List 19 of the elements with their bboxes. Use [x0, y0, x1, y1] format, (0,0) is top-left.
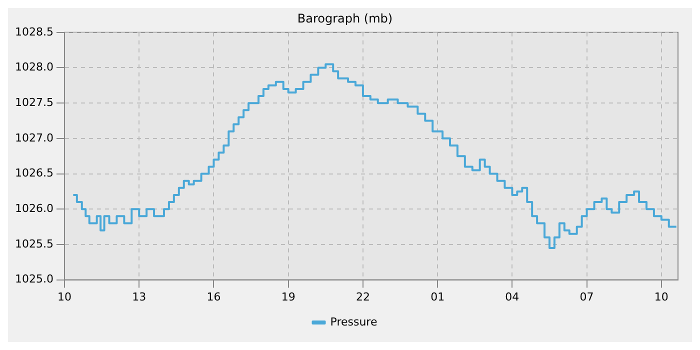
y-tick-label: 1025.0 [14, 272, 54, 286]
y-tick-label: 1028.0 [14, 60, 54, 74]
x-tick-label: 01 [430, 290, 445, 304]
legend-label: Pressure [330, 315, 378, 328]
y-tick-label: 1025.5 [14, 237, 54, 250]
y-tick-label: 1027.5 [14, 96, 54, 109]
x-tick-label: 10 [654, 290, 668, 304]
x-tick-label: 07 [580, 290, 594, 304]
y-tick-label: 1026.0 [14, 202, 54, 215]
x-tick-label: 13 [132, 290, 146, 304]
y-tick-label: 1028.5 [14, 25, 54, 38]
x-tick-label: 04 [505, 290, 520, 304]
chart-title: Barograph (mb) [297, 11, 393, 26]
x-tick-label: 22 [356, 290, 370, 304]
y-tick-label: 1026.5 [14, 166, 54, 180]
y-tick-label: 1027.0 [14, 131, 54, 144]
x-tick-label: 19 [281, 290, 296, 304]
x-tick-label: 10 [57, 290, 72, 304]
x-tick-label: 16 [206, 290, 221, 304]
